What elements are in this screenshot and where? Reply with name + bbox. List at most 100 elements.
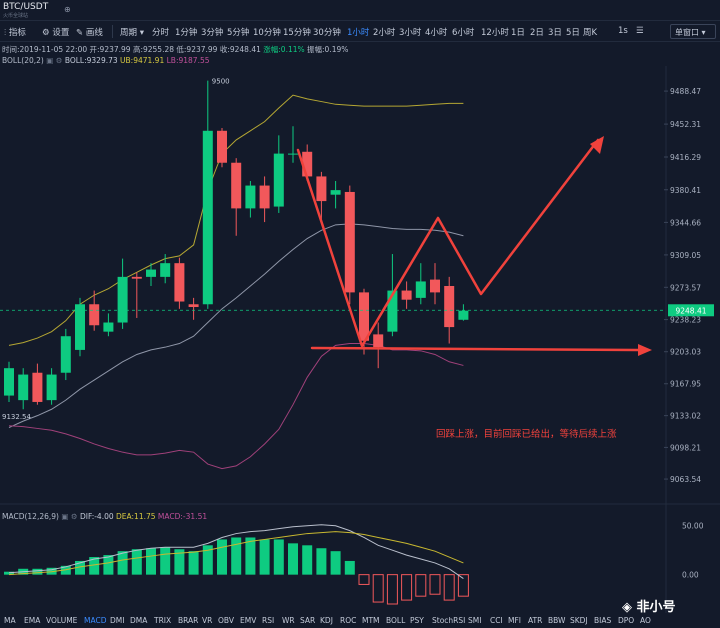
candle[interactable] [217,128,227,168]
indicator-mfi[interactable]: MFI [508,616,521,625]
period-13[interactable]: 12小时 [481,28,509,38]
indicator-cci[interactable]: CCI [490,616,503,625]
period-7[interactable]: 30分钟 [313,28,341,38]
period-17[interactable]: 5日 [566,28,580,38]
indicator-wr[interactable]: WR [282,616,295,625]
indicator-skdj[interactable]: SKDJ [570,616,588,625]
macd-tick: 50.00 [682,522,704,531]
period-8[interactable]: 1小时 [347,28,370,38]
candle[interactable] [117,258,128,329]
period-16[interactable]: 3日 [548,28,562,38]
window-mode-select[interactable]: 单窗口 ▾ [670,24,716,39]
period-12[interactable]: 6小时 [452,28,475,38]
indicator-ma[interactable]: MA [4,616,16,625]
candle[interactable] [146,263,156,286]
period-15[interactable]: 2日 [530,28,544,38]
candle[interactable] [330,181,341,209]
macd-bar [372,574,384,603]
indicator-stochrsi[interactable]: StochRSI [432,616,466,625]
candle[interactable] [188,297,199,320]
indicator-obv[interactable]: OBV [218,616,234,625]
candle-body [103,322,114,332]
indicator-brar[interactable]: BRAR [178,616,199,625]
indicator-kdj[interactable]: KDJ [320,616,333,625]
indicator-macd[interactable]: MACD [84,616,107,625]
indicator-bias[interactable]: BIAS [594,616,612,625]
indicator-rsi[interactable]: RSI [262,616,275,625]
period-2[interactable]: 1分钟 [175,28,198,38]
indicator-volume[interactable]: VOLUME [46,616,78,625]
expand-icon[interactable]: ⊕ [64,5,71,14]
candle-body [60,336,71,373]
draw-line-button[interactable]: ✎ 画线 [76,28,103,38]
speed-toggle[interactable]: 1s [618,26,628,36]
candle[interactable] [316,171,327,223]
indicator-atr[interactable]: ATR [528,616,543,625]
settings-button[interactable]: ⚙ 设置 [42,28,70,38]
candle[interactable] [401,281,412,309]
indicator-emv[interactable]: EMV [240,616,257,625]
indicator-sar[interactable]: SAR [300,616,316,625]
candle[interactable] [458,304,469,321]
candle[interactable] [231,158,242,236]
indicator-psy[interactable]: PSY [410,616,424,625]
candle[interactable] [415,263,426,305]
period-5[interactable]: 10分钟 [253,28,281,38]
period-11[interactable]: 4小时 [425,28,448,38]
candle[interactable] [373,322,384,369]
symbol-title[interactable]: BTC/USDT [3,2,49,12]
candle[interactable] [4,361,14,402]
candle-body [89,304,100,326]
indicator-dpo[interactable]: DPO [618,616,635,625]
candle[interactable] [32,363,43,405]
candle[interactable] [103,313,114,337]
macd-settings-icon[interactable]: ⚙ [70,512,78,521]
indicator-mtm[interactable]: MTM [362,616,380,625]
period-6[interactable]: 15分钟 [283,28,311,38]
indicator-dmi[interactable]: DMI [110,616,125,625]
period-9[interactable]: 2小时 [373,28,396,38]
period-14[interactable]: 1日 [511,28,525,38]
boll-visibility-icon[interactable]: ▣ [46,56,54,65]
candle[interactable] [444,276,455,344]
price-chart[interactable]: 9488.47 9452.31 9416.29 9380.41 9344.66 9309.… [0,66,720,613]
candle[interactable] [131,272,142,318]
period-dropdown[interactable]: 周期 ▾ [120,28,144,38]
period-1[interactable]: 分时 [152,28,170,38]
candle[interactable] [46,368,57,405]
candle[interactable] [60,328,71,381]
boll-settings-icon[interactable]: ⚙ [55,56,63,65]
indicator-roc[interactable]: ROC [340,616,357,625]
period-4[interactable]: 5分钟 [227,28,250,38]
candle[interactable] [245,181,256,218]
candle[interactable] [75,297,85,357]
macd-dea-line [8,531,464,576]
candle[interactable] [174,257,185,309]
candle[interactable] [160,254,171,284]
candle[interactable] [273,135,284,213]
candle[interactable] [202,80,213,309]
period-10[interactable]: 3小时 [399,28,422,38]
indicator-ema[interactable]: EMA [24,616,41,625]
macd-visibility-icon[interactable]: ▣ [61,512,69,521]
indicator-vr[interactable]: VR [202,616,213,625]
period-18[interactable]: 周K [583,28,598,38]
list-icon[interactable]: ☰ [636,26,644,36]
candle[interactable] [344,185,355,305]
candle[interactable] [430,263,440,305]
macd-bar [288,543,298,575]
candle[interactable] [89,290,100,331]
candle[interactable] [18,368,29,410]
indicator-boll[interactable]: BOLL [386,616,406,625]
candle-body [146,269,156,277]
indicator-button[interactable]: ⫶ 指标 [4,28,26,38]
indicator-ao[interactable]: AO [640,616,651,625]
candle[interactable] [288,126,298,163]
indicator-smi[interactable]: SMI [468,616,482,625]
indicator-dma[interactable]: DMA [130,616,148,625]
indicator-bbw[interactable]: BBW [548,616,566,625]
indicator-trix[interactable]: TRIX [154,616,172,625]
candle[interactable] [259,176,270,223]
period-3[interactable]: 3分钟 [201,28,224,38]
candle-body [316,176,327,202]
